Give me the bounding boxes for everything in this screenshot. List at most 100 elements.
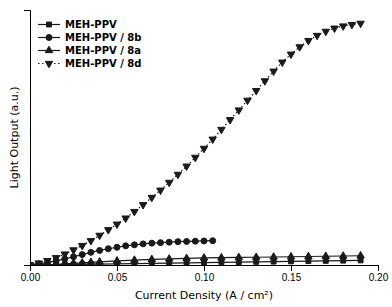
y-axis-line [24, 11, 31, 266]
series-marker [279, 60, 286, 66]
series-marker [192, 155, 199, 161]
series-marker [254, 259, 259, 264]
series-marker [30, 263, 34, 265]
y-axis-title: Light Output (a.u.) [8, 87, 21, 189]
series-marker [219, 260, 224, 265]
series-marker [174, 172, 181, 178]
series-marker [287, 252, 294, 258]
series-marker [149, 240, 155, 246]
series-marker [114, 244, 120, 250]
series-marker [36, 261, 42, 265]
series-marker [339, 24, 346, 30]
series-marker [261, 79, 268, 85]
series-marker [331, 26, 338, 32]
x-tick: 0.05 [108, 265, 128, 283]
series-marker [226, 118, 233, 124]
series-marker [87, 258, 94, 264]
series-marker [271, 259, 276, 264]
series-marker [209, 137, 216, 143]
series-marker [236, 260, 241, 265]
series-marker [79, 252, 85, 258]
series-marker [139, 203, 146, 209]
series-marker [78, 243, 85, 249]
legend-marker [46, 35, 52, 41]
x-tick-mark [117, 265, 118, 271]
series-marker [200, 254, 207, 260]
series-marker [357, 251, 364, 257]
series-marker [289, 259, 294, 264]
x-tick-label: 0.15 [282, 272, 302, 283]
series-marker [305, 38, 312, 44]
x-tick-label: 0.05 [108, 272, 128, 283]
legend-label: MEH-PPV / 8b [65, 32, 141, 43]
x-axis-line [31, 266, 379, 272]
legend-item: MEH-PPV / 8a [38, 45, 141, 56]
series [30, 251, 364, 265]
series-marker [218, 127, 225, 133]
legend-item: MEH-PPV / 8d [38, 58, 141, 69]
y-axis [24, 11, 31, 266]
series-marker [96, 258, 103, 264]
series-marker [322, 252, 329, 258]
series-marker [166, 239, 172, 245]
x-tick-mark [204, 265, 205, 271]
series-marker [88, 249, 94, 255]
series-marker [339, 252, 346, 258]
series [30, 258, 363, 265]
plot: 0.000.050.100.150.20Current Density (A /… [8, 11, 389, 303]
series-marker [105, 246, 111, 252]
series-marker [131, 256, 138, 262]
series-marker [70, 259, 77, 265]
series-marker [201, 238, 207, 244]
series-marker [105, 228, 112, 234]
series-marker [200, 146, 207, 152]
series-marker [218, 253, 225, 259]
series-marker [305, 252, 312, 258]
series-marker [313, 33, 320, 39]
series-marker [296, 45, 303, 51]
x-tick-mark [291, 265, 292, 271]
series-marker [61, 252, 68, 258]
series-marker [44, 258, 51, 264]
series-marker [122, 216, 129, 222]
x-axis: 0.000.050.100.150.20 [21, 265, 389, 283]
series-marker [252, 88, 259, 94]
x-tick-mark [378, 265, 379, 271]
legend-label: MEH-PPV / 8d [65, 58, 141, 69]
x-axis-title: Current Density (A / cm²) [135, 289, 273, 302]
series-marker [270, 69, 277, 75]
legend-marker [45, 46, 52, 52]
series-marker [131, 209, 138, 215]
series-group [30, 21, 364, 265]
series-marker [210, 238, 216, 244]
series-marker [306, 259, 311, 264]
series-marker [235, 253, 242, 259]
series-marker [158, 240, 164, 246]
legend: MEH-PPV MEH-PPV / 8b MEH-PPV / 8a MEH-PPV /… [38, 19, 141, 69]
series-marker [357, 21, 364, 27]
series-marker [287, 52, 294, 58]
series-marker [165, 255, 172, 261]
x-tick: 0.15 [282, 265, 302, 283]
series-marker [140, 241, 146, 247]
x-tick-label: 0.10 [195, 272, 215, 283]
x-tick: 0.00 [21, 265, 41, 283]
series-marker [202, 260, 207, 265]
series-marker [183, 164, 190, 170]
series-marker [148, 255, 155, 261]
series-marker [341, 258, 346, 263]
x-tick: 0.10 [195, 265, 215, 283]
series-marker [123, 243, 129, 249]
series-line [30, 23, 361, 265]
series-marker [96, 233, 103, 239]
series-marker [61, 259, 68, 265]
legend-item: MEH-PPV [38, 19, 117, 30]
series-marker [270, 253, 277, 259]
series-marker [78, 259, 85, 265]
series-marker [148, 195, 155, 201]
series-marker [52, 256, 59, 262]
series-marker [35, 260, 42, 265]
x-tick-label: 0.00 [21, 272, 41, 283]
series-marker [235, 108, 242, 114]
series-marker [358, 258, 363, 263]
